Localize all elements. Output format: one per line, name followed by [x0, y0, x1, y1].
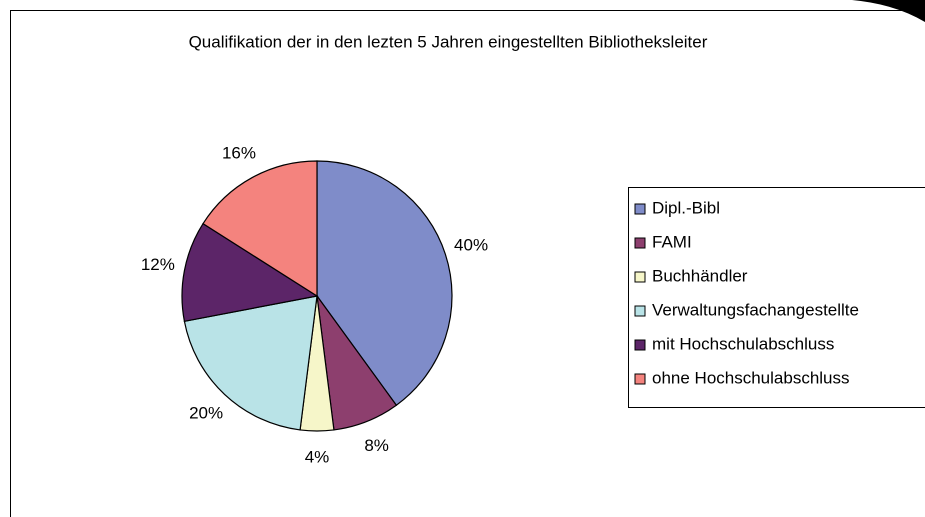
legend-swatch [634, 339, 646, 351]
legend-swatch [634, 271, 646, 283]
data-label: 4% [305, 447, 330, 466]
legend-swatch [634, 373, 646, 385]
legend-swatch [634, 203, 646, 215]
pie-slice [181, 222, 319, 322]
legend-label: FAMI [652, 232, 692, 251]
legend-label: ohne Hochschulabschluss [652, 368, 850, 387]
legend-swatch [634, 237, 646, 249]
legend-label: mit Hochschulabschluss [652, 334, 834, 353]
chart-title: Qualifikation der in den lezten 5 Jahren… [189, 32, 708, 51]
data-label: 40% [454, 235, 488, 254]
data-label: 8% [364, 436, 389, 455]
pie-slice [202, 160, 318, 298]
legend [628, 187, 925, 408]
data-label: 12% [141, 255, 175, 274]
legend-label: Buchhändler [652, 266, 748, 285]
legend-swatch [634, 305, 646, 317]
pie-slice [316, 160, 453, 407]
data-label: 20% [189, 404, 223, 423]
pie-slice [183, 295, 318, 431]
data-label: 16% [222, 144, 256, 163]
legend-label: Dipl.-Bibl [652, 198, 720, 217]
legend-label: Verwaltungsfachangestellte [652, 300, 859, 319]
corner-decoration [852, 0, 925, 22]
